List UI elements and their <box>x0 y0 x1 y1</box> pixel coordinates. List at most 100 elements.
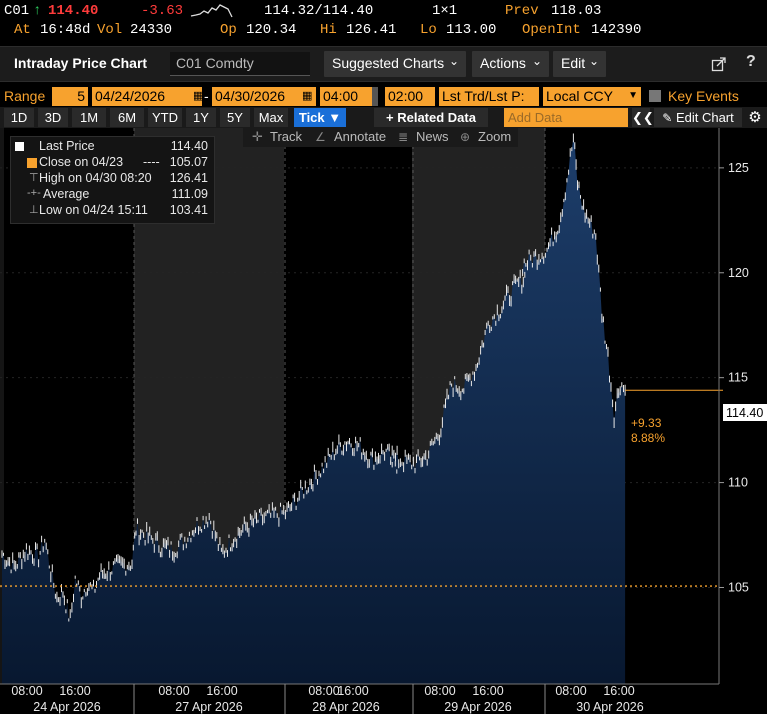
related-data-button[interactable]: + Related Data <box>374 108 488 127</box>
period-1y[interactable]: 1Y <box>186 108 216 127</box>
start-time-field[interactable]: 04:00 <box>320 87 372 106</box>
zoom-button[interactable]: Zoom <box>478 129 511 144</box>
low-marker-icon: ⊥ <box>29 204 39 216</box>
y-tick-label: 110 <box>728 476 748 490</box>
bid-ask-size: 1×1 <box>432 3 458 19</box>
news-icon[interactable]: ≣ <box>398 130 408 144</box>
function-header: Intraday Price Chart C01 Comdty Suggeste… <box>0 46 767 82</box>
high-marker-icon: ⊤ <box>29 172 39 184</box>
legend-last-label: Last Price <box>39 139 95 153</box>
calendar-icon[interactable]: ▦ <box>302 90 313 102</box>
settings-gear-icon[interactable]: ⚙ <box>748 109 762 126</box>
average-marker-icon: -+- <box>27 187 41 199</box>
at-time: 16:48d <box>40 22 91 38</box>
chevron-down-icon: ⌄ <box>588 54 599 68</box>
period-ytd[interactable]: YTD <box>148 108 182 127</box>
last-price-tag <box>723 404 767 421</box>
track-button[interactable]: Track <box>270 129 303 144</box>
x-date-label: 27 Apr 2026 <box>175 700 242 714</box>
track-icon[interactable]: ✛ <box>252 129 263 144</box>
chevron-down-icon: ⌄ <box>531 54 542 68</box>
collapse-icon[interactable]: ❮❮ <box>632 108 654 127</box>
period-1m[interactable]: 1M <box>72 108 106 127</box>
low-label: Lo <box>420 22 437 38</box>
key-events-label: Key Events <box>668 88 739 104</box>
legend-last-value: 114.40 <box>170 139 208 153</box>
actions-button[interactable]: Actions ⌄ <box>472 51 549 77</box>
x-axis-band <box>0 684 767 714</box>
help-icon[interactable]: ? <box>746 53 756 70</box>
chart-toolbar <box>243 128 518 147</box>
y-tick-label: 120 <box>728 266 749 280</box>
open-label: Op <box>220 22 237 38</box>
low-value: 113.00 <box>446 22 497 38</box>
legend-high-value: 126.41 <box>169 171 208 185</box>
tick-interval-button[interactable]: Tick ▼ <box>294 108 346 127</box>
period-max[interactable]: Max <box>254 108 288 127</box>
end-date-field[interactable]: 04/30/2026 <box>212 87 316 106</box>
currency-select[interactable]: Local CCY ▼ <box>543 87 641 106</box>
last-price: 114.40 <box>48 3 99 19</box>
y-tick-label: 115 <box>728 371 748 385</box>
annotate-button[interactable]: Annotate <box>334 129 386 144</box>
key-events-checkbox[interactable] <box>649 90 661 102</box>
last-price-swatch-icon <box>15 142 24 151</box>
at-label: At <box>14 22 31 38</box>
chart-legend: Last Price 114.40 Close on 04/23 ---- 10… <box>10 136 215 224</box>
change-percent: 8.88% <box>631 431 665 445</box>
period-bar: 1D 3D 1M 6M YTD 1Y 5Y Max Tick ▼ + Relat… <box>0 107 767 128</box>
x-tick-label: 16:00 <box>337 684 368 698</box>
price-ticks <box>1 133 626 622</box>
legend-average-value: 111.09 <box>171 187 208 201</box>
period-5y[interactable]: 5Y <box>220 108 250 127</box>
start-date-field[interactable]: 04/24/2026 <box>92 87 202 106</box>
x-tick-label: 08:00 <box>158 684 189 698</box>
up-arrow-icon: ↑ <box>33 3 42 19</box>
legend-close-label: Close on 04/23 <box>39 155 124 169</box>
x-tick-label: 16:00 <box>603 684 634 698</box>
period-1d[interactable]: 1D <box>4 108 34 127</box>
annotate-icon[interactable]: ∠ <box>315 130 326 144</box>
x-tick-label: 08:00 <box>424 684 455 698</box>
edit-button[interactable]: Edit ⌄ <box>553 51 606 77</box>
quote-strip: C01 ↑ 114.40 -3.63 114.32/114.40 1×1 Pre… <box>0 0 767 44</box>
range-count-field[interactable]: 5 <box>52 87 88 106</box>
security-field[interactable]: C01 Comdty <box>170 52 310 76</box>
period-6m[interactable]: 6M <box>110 108 144 127</box>
close-swatch-icon <box>27 158 37 168</box>
high-label: Hi <box>320 22 337 38</box>
news-button[interactable]: News <box>416 129 449 144</box>
x-date-label: 24 Apr 2026 <box>33 700 100 714</box>
change-amount: +9.33 <box>631 416 662 430</box>
period-3d[interactable]: 3D <box>38 108 68 127</box>
volume-label: Vol <box>97 22 123 38</box>
net-change: -3.63 <box>141 3 184 19</box>
open-interest-label: OpenInt <box>522 22 581 38</box>
x-tick-label: 08:00 <box>11 684 42 698</box>
price-area <box>2 138 626 684</box>
legend-average-label: Average <box>43 187 90 201</box>
dropdown-arrow-icon: ▼ <box>628 90 638 101</box>
bid-ask: 114.32/114.40 <box>264 3 374 19</box>
zoom-icon[interactable]: ⊕ <box>460 130 470 144</box>
end-time-field[interactable]: 02:00 <box>385 87 435 106</box>
edit-chart-button[interactable]: ✎ Edit Chart <box>654 108 742 127</box>
export-icon[interactable] <box>711 56 727 72</box>
page-title: Intraday Price Chart <box>14 55 148 71</box>
session-band <box>0 128 4 684</box>
suggested-charts-label: Suggested Charts <box>332 55 445 71</box>
actions-label: Actions <box>480 55 526 71</box>
legend-close-value: 105.07 <box>169 155 208 169</box>
add-data-input[interactable]: Add Data <box>504 108 628 127</box>
x-tick-label: 16:00 <box>59 684 90 698</box>
time-separator <box>372 87 378 106</box>
edit-label: Edit <box>561 55 586 71</box>
y-tick-label: 125 <box>728 161 749 175</box>
suggested-charts-button[interactable]: Suggested Charts ⌄ <box>324 51 466 77</box>
price-field-select[interactable]: Lst Trd/Lst P: <box>439 87 539 106</box>
x-date-label: 30 Apr 2026 <box>576 700 643 714</box>
x-tick-label: 08:00 <box>555 684 586 698</box>
legend-high-label: High on 04/30 08:20 <box>39 171 152 185</box>
calendar-icon[interactable]: ▦ <box>193 90 204 102</box>
